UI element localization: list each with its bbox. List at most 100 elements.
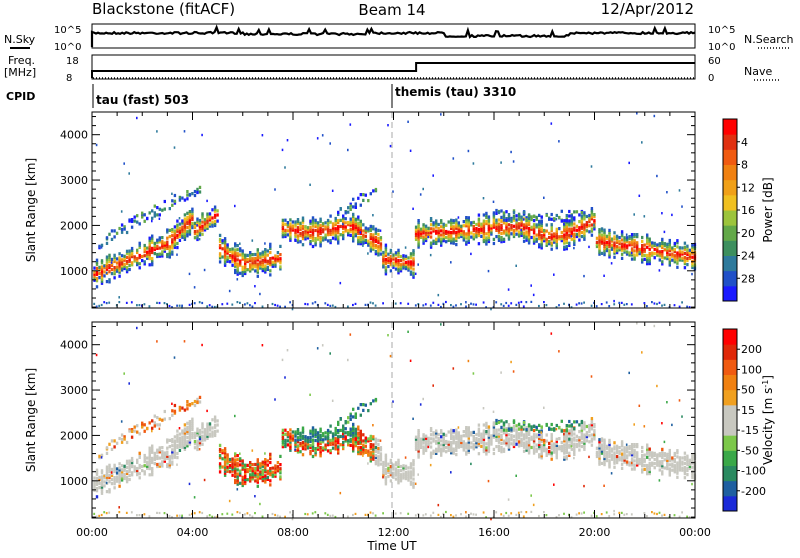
heatmap-cell [626, 460, 628, 463]
heatmap-cell [485, 236, 487, 239]
heatmap-cell [108, 474, 110, 477]
heatmap-cell [259, 260, 261, 263]
heatmap-cell [654, 252, 656, 255]
heatmap-cell [561, 420, 563, 423]
heatmap-cell [347, 229, 349, 232]
heatmap-cell [669, 257, 671, 260]
heatmap-cell [508, 223, 510, 226]
heatmap-cell [407, 513, 409, 515]
heatmap-cell [432, 221, 434, 224]
heatmap-cell [216, 419, 218, 422]
heatmap-cell [101, 514, 103, 516]
heatmap-cell [533, 235, 535, 238]
heatmap-cell [470, 221, 472, 224]
heatmap-cell [681, 511, 683, 513]
heatmap-cell [583, 275, 585, 277]
heatmap-cell [201, 212, 203, 215]
heatmap-cell [681, 246, 683, 249]
heatmap-cell [435, 440, 437, 443]
heatmap-cell [362, 245, 364, 247]
heatmap-cell [588, 456, 590, 458]
heatmap-cell [500, 209, 502, 212]
heatmap-cell [219, 260, 221, 263]
heatmap-cell [329, 221, 331, 224]
heatmap-cell [435, 448, 437, 451]
heatmap-cell [176, 246, 178, 249]
heatmap-cell [553, 217, 555, 220]
heatmap-cell [340, 225, 342, 228]
heatmap-cell [659, 479, 661, 481]
heatmap-cell [530, 236, 532, 239]
heatmap-cell [498, 445, 500, 448]
heatmap-cell [656, 243, 658, 246]
heatmap-cell [485, 430, 487, 433]
heatmap-cell [618, 446, 620, 449]
heatmap-cell [159, 428, 161, 430]
heatmap-cell [350, 428, 352, 431]
heatmap-cell [350, 438, 352, 441]
heatmap-cell [113, 445, 115, 448]
heatmap-cell [430, 223, 432, 226]
heatmap-cell [329, 142, 331, 144]
heatmap-cell [191, 402, 193, 405]
heatmap-cell [382, 266, 384, 268]
heatmap-cell [144, 454, 146, 457]
heatmap-cell [528, 213, 530, 216]
heatmap-cell [219, 462, 221, 465]
heatmap-cell [118, 227, 120, 230]
heatmap-cell [108, 270, 110, 273]
heatmap-cell [450, 471, 452, 473]
heatmap-cell [588, 230, 590, 233]
heatmap-cell [463, 224, 465, 227]
heatmap-cell [322, 236, 324, 239]
heatmap-cell [242, 249, 244, 252]
heatmap-cell [126, 250, 128, 253]
heatmap-cell [425, 513, 427, 515]
heatmap-cell [533, 223, 535, 226]
heatmap-cell [598, 228, 600, 231]
heatmap-cell [272, 257, 274, 260]
heatmap-cell [591, 305, 593, 307]
heatmap-cell [596, 305, 598, 307]
heatmap-cell [576, 439, 578, 442]
heatmap-cell [523, 515, 525, 517]
heatmap-cell [415, 514, 417, 516]
heatmap-cell [252, 516, 254, 518]
heatmap-cell [196, 428, 198, 431]
heatmap-cell [563, 223, 565, 225]
heatmap-cell [613, 241, 615, 244]
heatmap-cell [151, 457, 153, 460]
heatmap-cell [639, 248, 641, 251]
heatmap-cell [463, 440, 465, 443]
heatmap-cell [684, 462, 686, 465]
heatmap-cell [503, 421, 505, 424]
heatmap-cell [402, 464, 404, 467]
heatmap-cell [329, 449, 331, 452]
heatmap-cell [367, 450, 369, 453]
heatmap-cell [563, 429, 565, 432]
colorbar-segment [723, 165, 737, 181]
y-tick-label: 1000 [60, 265, 88, 278]
heatmap-cell [216, 209, 218, 212]
heatmap-cell [164, 418, 166, 421]
heatmap-cell [269, 243, 271, 246]
heatmap-cell [314, 439, 316, 442]
heatmap-cell [139, 266, 141, 269]
heatmap-cell [279, 306, 281, 308]
heatmap-cell [495, 209, 497, 212]
heatmap-cell [194, 286, 196, 288]
heatmap-cell [563, 433, 565, 435]
heatmap-cell [475, 227, 477, 230]
heatmap-cell [395, 467, 397, 470]
heatmap-cell [141, 422, 143, 425]
heatmap-cell [284, 433, 286, 436]
heatmap-cell [159, 253, 161, 256]
heatmap-cell [473, 162, 475, 164]
heatmap-cell [422, 223, 424, 226]
heatmap-cell [611, 244, 613, 247]
heatmap-cell [438, 514, 440, 516]
heatmap-cell [98, 476, 100, 479]
heatmap-cell [402, 262, 404, 265]
heatmap-cell [209, 304, 211, 306]
heatmap-cell [118, 301, 120, 303]
